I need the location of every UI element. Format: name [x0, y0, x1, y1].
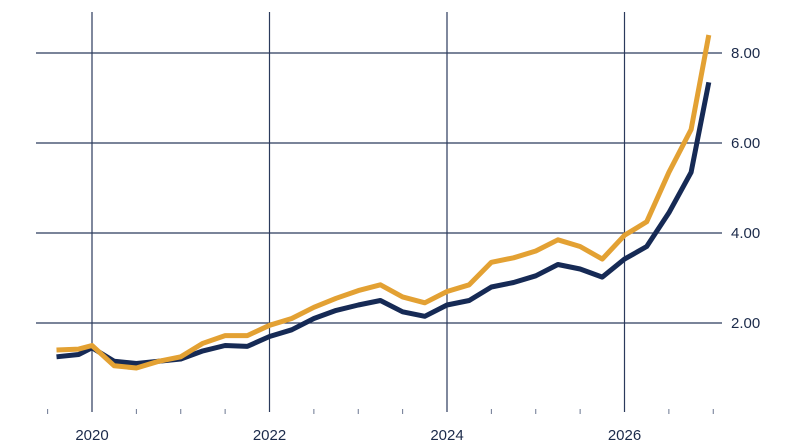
y-tick-label: 4.00 — [731, 225, 760, 242]
x-tick-label: 2022 — [253, 427, 286, 444]
y-tick-label: 6.00 — [731, 135, 760, 152]
series-line-gold — [56, 34, 712, 371]
label-layer: 2.00 4.00 6.00 8.00 2020 2022 2024 2026 — [75, 45, 760, 444]
x-tick-label: 2020 — [75, 427, 108, 444]
grid-layer — [36, 12, 722, 414]
series-line-navy — [56, 81, 712, 366]
x-tick-label: 2024 — [430, 427, 463, 444]
x-tick-label: 2026 — [608, 427, 641, 444]
y-tick-label: 8.00 — [731, 45, 760, 62]
y-tick-label: 2.00 — [731, 315, 760, 332]
series-layer — [56, 34, 712, 371]
